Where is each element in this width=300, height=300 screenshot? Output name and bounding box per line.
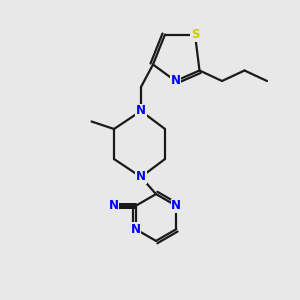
Text: N: N	[171, 199, 181, 212]
Text: S: S	[191, 28, 199, 41]
Text: N: N	[170, 74, 181, 88]
Text: N: N	[109, 199, 119, 212]
Text: N: N	[136, 170, 146, 184]
Text: N: N	[136, 104, 146, 118]
Text: N: N	[131, 223, 141, 236]
